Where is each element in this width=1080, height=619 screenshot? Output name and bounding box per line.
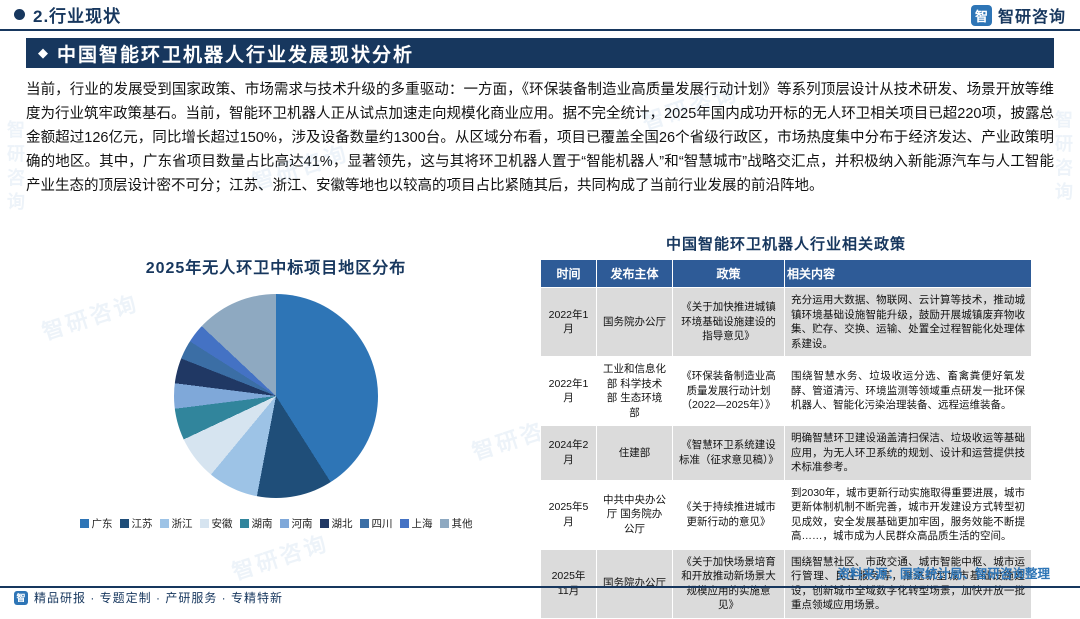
cell-time: 2022年1月 <box>540 287 597 357</box>
legend-item: 四川 <box>359 516 393 531</box>
policy-table-panel: 中国智能环卫机器人行业相关政策 时间 发布主体 政策 相关内容 2022年1月国… <box>540 233 1032 619</box>
header-divider <box>0 29 1080 31</box>
policy-table-header-row: 时间 发布主体 政策 相关内容 <box>540 259 1032 288</box>
watermark: 智研咨询 <box>5 120 25 216</box>
cell-content: 明确智慧环卫建设涵盖清扫保洁、垃圾收运等基础应用，为无人环卫系统的规划、设计和运… <box>784 425 1032 481</box>
cell-issuer: 国务院办公厅 <box>596 287 673 357</box>
legend-label: 四川 <box>371 518 393 530</box>
cell-issuer: 中共中央办公厅 国务院办公厅 <box>596 479 673 550</box>
legend-item: 广东 <box>79 516 113 531</box>
cell-policy: 《环保装备制造业高质量发展行动计划（2022—2025年）》 <box>672 356 785 426</box>
header-issuer: 发布主体 <box>596 259 673 288</box>
source-note: 资料来源：国家统计局、智研咨询整理 <box>837 567 1050 581</box>
legend-swatch <box>79 519 89 528</box>
legend-label: 河南 <box>291 518 313 530</box>
legend-item: 湖南 <box>239 516 273 531</box>
cell-content: 到2030年，城市更新行动实施取得重要进展，城市更新体制机制不断完善，城市开发建… <box>784 479 1032 550</box>
legend-item: 上海 <box>399 516 433 531</box>
cell-content: 围绕智慧水务、垃圾收运分选、畜禽粪便好氧发酵、管道清污、环境监测等领域重点研发一… <box>784 356 1032 426</box>
footer-divider <box>0 586 1080 588</box>
legend-swatch <box>159 519 169 528</box>
legend-label: 浙江 <box>171 518 193 530</box>
legend-label: 湖北 <box>331 518 353 530</box>
legend-label: 湖南 <box>251 518 273 530</box>
policy-row: 2022年1月 国务院办公厅 《关于加快推进城镇环境基础设施建设的指导意见》 充分运用… <box>540 287 1032 357</box>
cell-policy: 《关于持续推进城市更新行动的意见》 <box>672 479 785 550</box>
region-pie-chart <box>174 294 378 498</box>
footer-logo-icon: 智 <box>14 590 28 605</box>
cell-time: 2025年5月 <box>540 479 597 550</box>
header-policy: 政策 <box>672 259 785 288</box>
cell-time: 2025年11月 <box>540 548 597 619</box>
cell-time: 2024年2月 <box>540 425 597 481</box>
diamond-icon: ◆ <box>38 45 48 60</box>
watermark: 智研咨询 <box>229 530 332 585</box>
chart-title: 2025年无人环卫中标项目地区分布 <box>145 260 407 277</box>
brand-name: 智研咨询 <box>997 9 1066 26</box>
legend-item: 安徽 <box>199 516 233 531</box>
legend-swatch <box>359 519 369 528</box>
policy-table: 时间 发布主体 政策 相关内容 2022年1月 国务院办公厅 《关于加快推进城镇环境… <box>540 259 1032 619</box>
legend-item: 浙江 <box>159 516 193 531</box>
legend-label: 安徽 <box>211 518 233 530</box>
legend-swatch <box>439 519 449 528</box>
legend-swatch <box>239 519 249 528</box>
legend-item: 河南 <box>279 516 313 531</box>
footer-left: 智 精品研报 · 专题定制 · 产研服务 · 专精特新 <box>14 589 283 606</box>
header-content: 相关内容 <box>784 259 1032 288</box>
legend-label: 广东 <box>91 518 113 530</box>
cell-policy: 《智慧环卫系统建设标准（征求意见稿）》 <box>672 425 785 481</box>
legend-item: 江苏 <box>119 516 153 531</box>
legend-swatch <box>399 519 409 528</box>
brand-logo-block: 智 智研咨询 <box>970 3 1066 27</box>
cell-content: 充分运用大数据、物联网、云计算等技术，推动城镇环境基础设施智能升级，鼓励开展城镇… <box>784 287 1032 357</box>
policy-table-title: 中国智能环卫机器人行业相关政策 <box>665 236 906 253</box>
cell-issuer: 住建部 <box>596 425 673 481</box>
cell-time: 2022年1月 <box>540 356 597 426</box>
policy-table-body: 2022年1月 国务院办公厅 《关于加快推进城镇环境基础设施建设的指导意见》 充分运用… <box>540 287 1032 619</box>
legend-item: 其他 <box>439 516 473 531</box>
footer-slogan: 精品研报 · 专题定制 · 产研服务 · 专精特新 <box>34 591 283 605</box>
page-title-bar: ◆ 中国智能环卫机器人行业发展现状分析 <box>26 38 1054 68</box>
legend-item: 湖北 <box>319 516 353 531</box>
legend-label: 其他 <box>451 518 473 530</box>
top-header: 2.行业现状 <box>0 0 1080 29</box>
policy-row: 2024年2月 住建部 《智慧环卫系统建设标准（征求意见稿）》 明确智慧环卫建设涵盖清… <box>540 425 1032 481</box>
section-title: 2.行业现状 <box>33 7 122 26</box>
policy-row: 2022年1月 工业和信息化部 科学技术部 生态环境部 《环保装备制造业高质量发展行… <box>540 356 1032 426</box>
pie-legend: 广东 江苏 浙江 安徽 湖南 河南 湖北 四川 上海 其他 <box>26 516 526 531</box>
page-title: 中国智能环卫机器人行业发展现状分析 <box>57 44 415 66</box>
legend-label: 上海 <box>411 518 433 530</box>
legend-swatch <box>119 519 129 528</box>
brand-logo-icon: 智 <box>970 4 992 26</box>
header-time: 时间 <box>540 259 597 288</box>
policy-row: 2025年5月 中共中央办公厅 国务院办公厅 《关于持续推进城市更新行动的意见》 到2… <box>540 479 1032 550</box>
region-chart-panel: 2025年无人环卫中标项目地区分布 广东 江苏 浙江 安徽 湖南 河南 湖北 四川 上海 其他 <box>26 254 526 531</box>
section-bullet-icon <box>14 9 25 20</box>
legend-swatch <box>199 519 209 528</box>
legend-swatch <box>279 519 289 528</box>
legend-swatch <box>319 519 329 528</box>
cell-issuer: 工业和信息化部 科学技术部 生态环境部 <box>596 356 673 426</box>
body-paragraph: 当前，行业的发展受到国家政策、市场需求与技术升级的多重驱动：一方面，《环保装备制… <box>26 82 1054 194</box>
cell-policy: 《关于加快推进城镇环境基础设施建设的指导意见》 <box>672 287 785 357</box>
legend-label: 江苏 <box>131 518 153 530</box>
